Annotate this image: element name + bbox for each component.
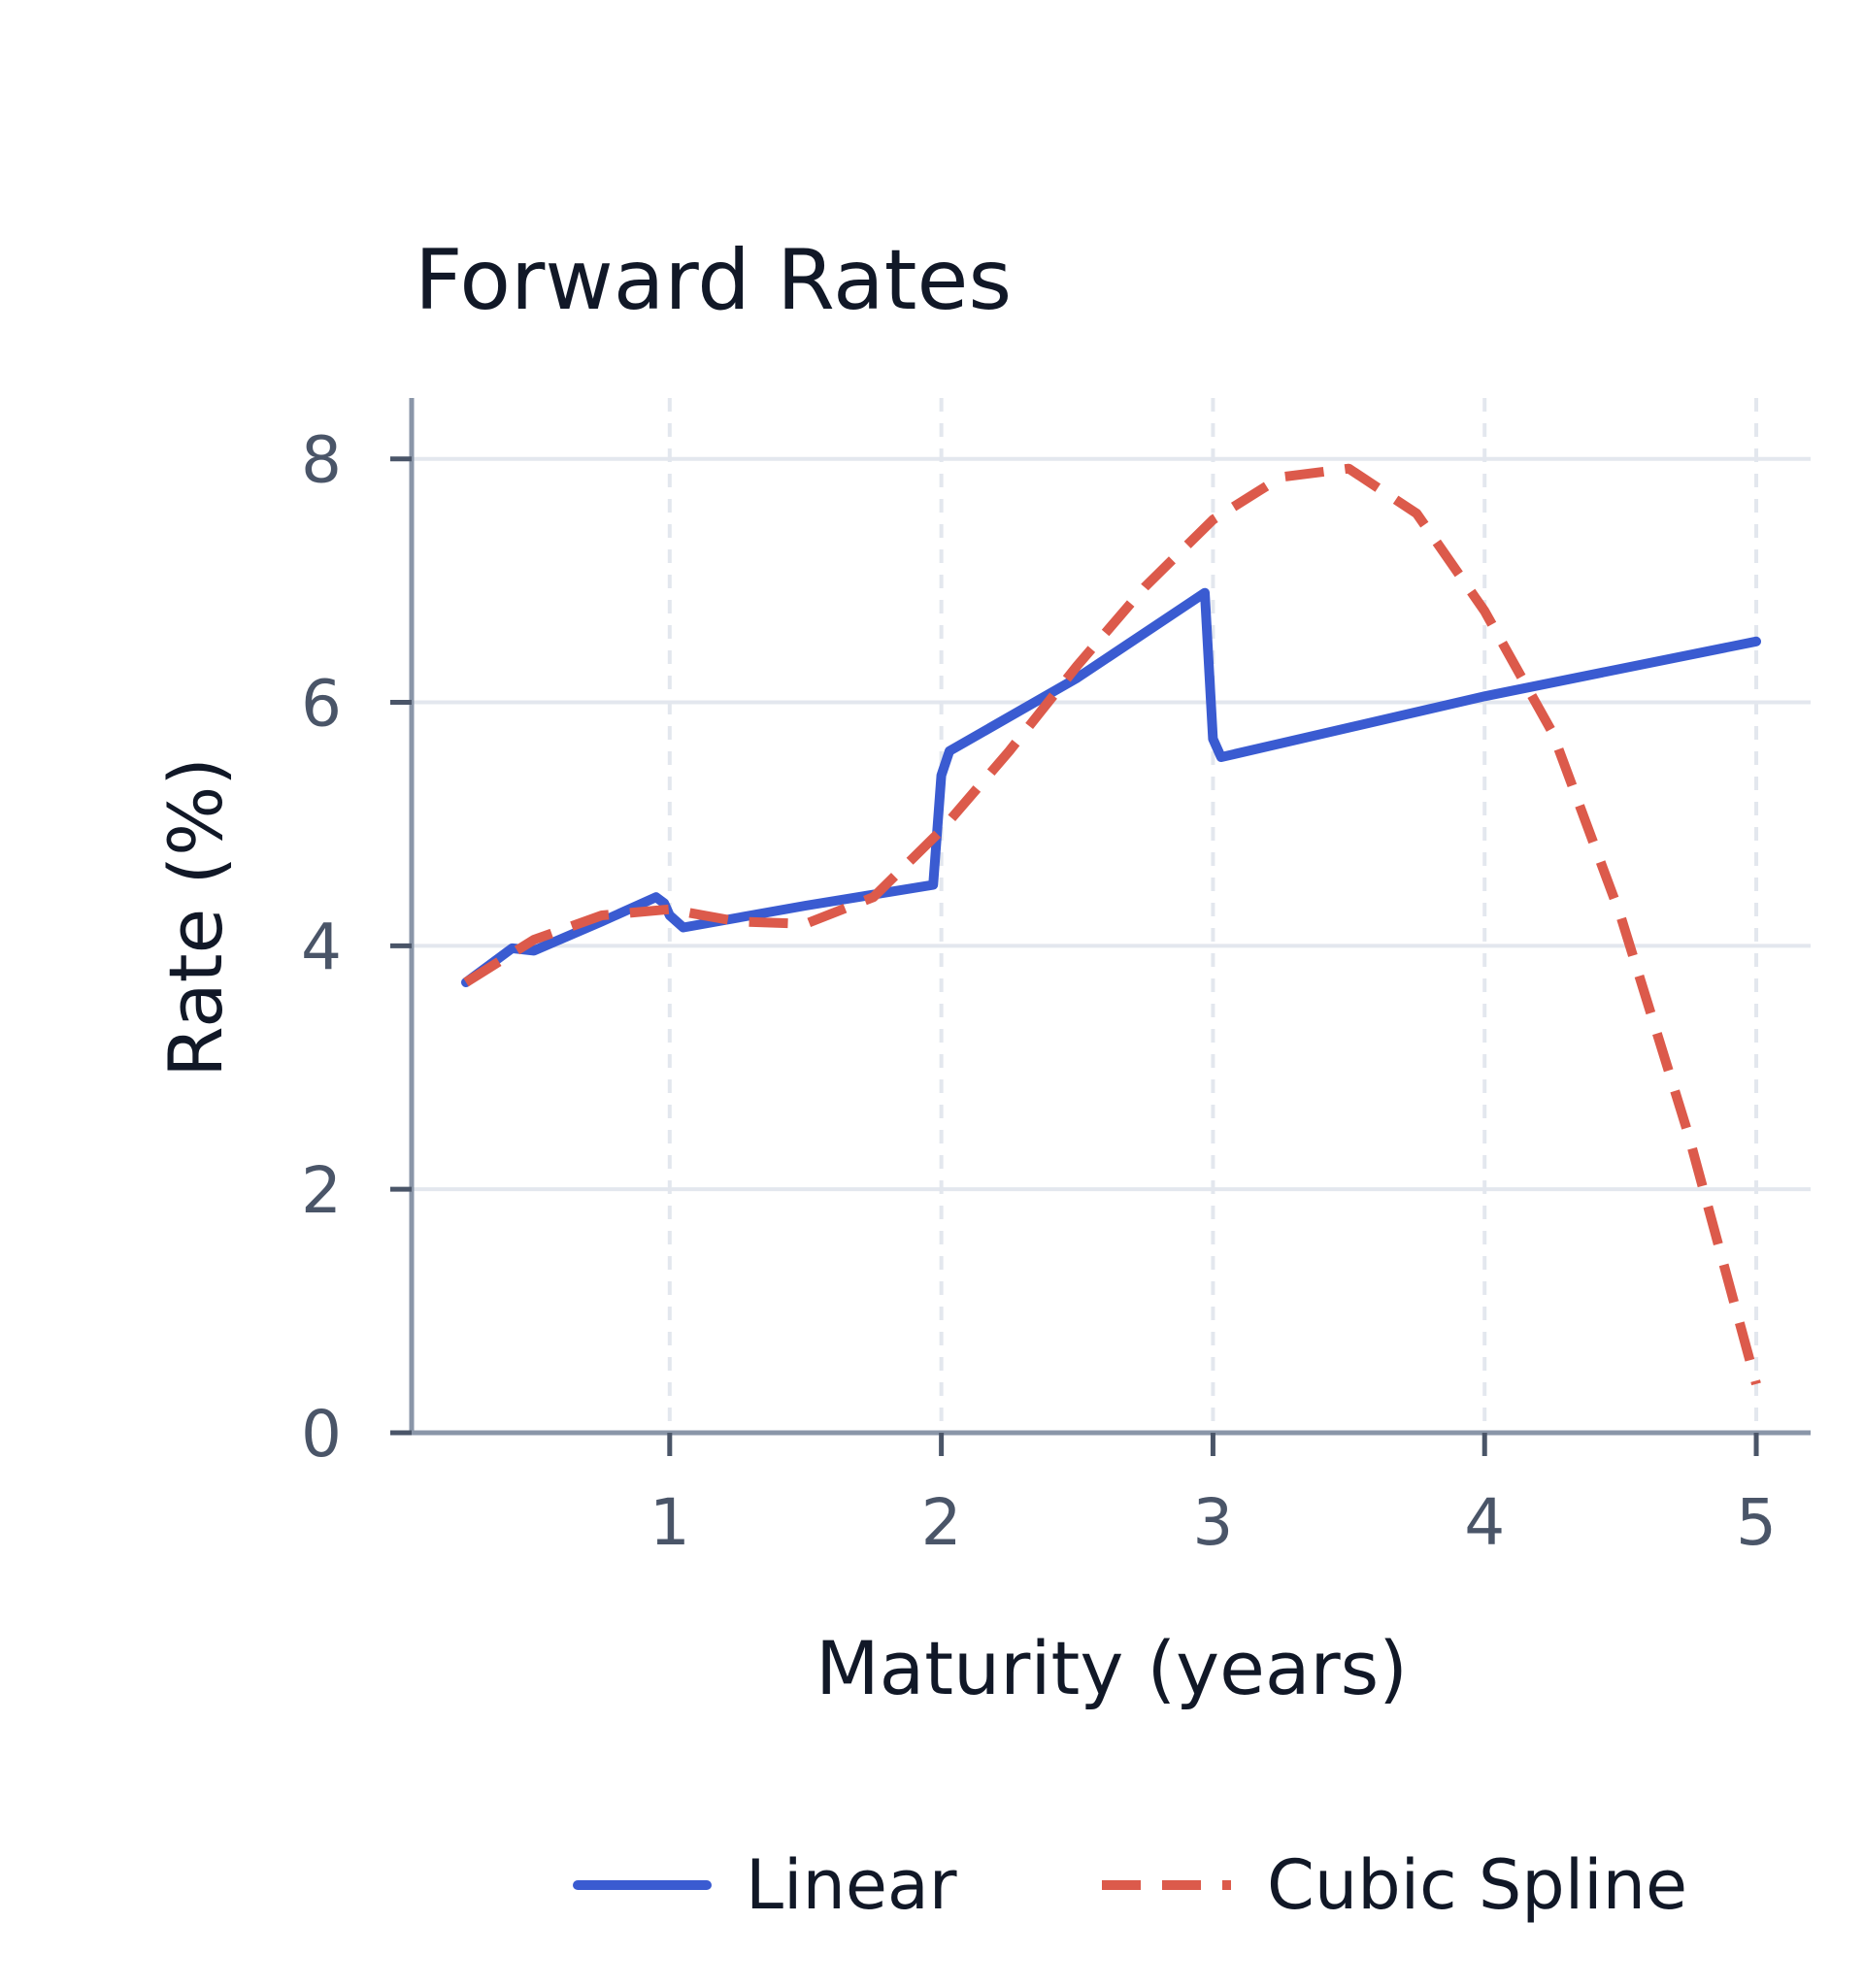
ticks-layer: 0 2 4 6 8 1 2 3 4 5: [301, 423, 1777, 1560]
series-line-cubic-spline: [463, 463, 1761, 1386]
x-tick-label-3: 4: [1464, 1485, 1505, 1560]
chart-title: Forward Rates: [415, 232, 1012, 329]
x-axis-title: Maturity (years): [816, 1625, 1408, 1711]
y-tick-label-2: 4: [301, 910, 342, 984]
x-tick-label-1: 2: [921, 1485, 962, 1560]
x-tick-label-4: 5: [1736, 1485, 1777, 1560]
x-tick-label-2: 3: [1192, 1485, 1233, 1560]
y-tick-label-0: 0: [301, 1397, 342, 1472]
legend-label-linear: Linear: [746, 1845, 957, 1925]
series-layer: [461, 463, 1761, 1386]
y-tick-label-1: 2: [301, 1153, 342, 1228]
axes-layer: [409, 398, 1811, 1436]
legend-label-cubic-spline: Cubic Spline: [1267, 1845, 1687, 1925]
legend: Linear Cubic Spline: [573, 1845, 1687, 1925]
y-axis-title: Rate (%): [152, 757, 239, 1077]
x-tick-label-0: 1: [649, 1485, 690, 1560]
series-line-linear: [461, 587, 1761, 987]
y-tick-label-3: 6: [301, 667, 342, 742]
y-tick-label-4: 8: [301, 423, 342, 498]
